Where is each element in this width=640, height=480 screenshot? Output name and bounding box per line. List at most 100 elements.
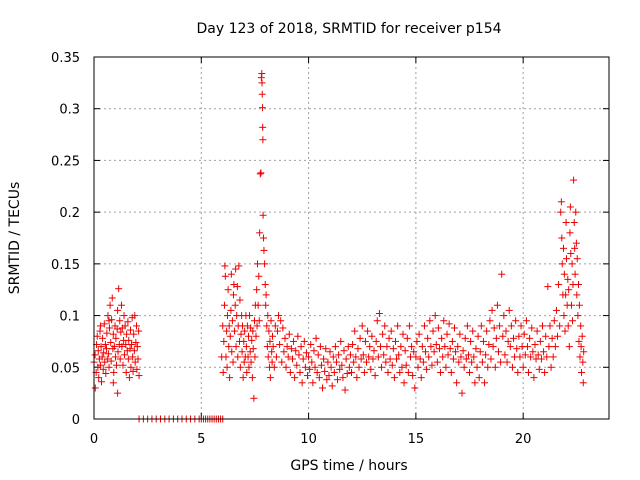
data-point — [448, 337, 456, 345]
data-point — [442, 363, 450, 371]
data-point — [286, 368, 294, 376]
data-point — [346, 351, 354, 359]
data-point — [341, 386, 349, 394]
data-point — [232, 265, 240, 273]
data-point — [401, 347, 409, 355]
data-point — [315, 374, 323, 382]
data-point — [223, 363, 231, 371]
data-point — [238, 348, 246, 356]
data-point — [489, 343, 497, 351]
data-point — [259, 136, 267, 144]
data-point — [313, 368, 321, 376]
data-point — [380, 351, 388, 359]
data-point — [102, 369, 110, 377]
data-point — [275, 312, 283, 320]
data-point — [375, 310, 383, 318]
data-point — [557, 208, 565, 216]
data-point — [414, 363, 422, 371]
data-point — [124, 355, 132, 363]
data-point — [123, 330, 131, 338]
data-point — [490, 324, 498, 332]
data-point — [370, 347, 378, 355]
data-point — [520, 330, 528, 338]
data-point — [517, 322, 525, 330]
data-point — [360, 368, 368, 376]
data-point — [379, 330, 387, 338]
data-point — [393, 355, 401, 363]
data-point — [222, 353, 230, 361]
data-point — [557, 198, 565, 206]
data-point — [564, 322, 572, 330]
data-point — [107, 357, 115, 365]
data-point — [240, 358, 248, 366]
data-point — [504, 337, 512, 345]
data-point — [561, 327, 569, 335]
data-point — [258, 70, 266, 78]
data-point — [474, 332, 482, 340]
data-point — [124, 318, 132, 326]
data-point — [458, 389, 466, 397]
data-point — [580, 348, 588, 356]
data-point — [314, 351, 322, 359]
data-point — [514, 368, 522, 376]
data-point — [372, 337, 380, 345]
data-point — [344, 343, 352, 351]
data-point — [114, 306, 122, 314]
data-point — [420, 322, 428, 330]
data-point — [268, 358, 276, 366]
data-point — [445, 320, 453, 328]
data-point — [117, 328, 125, 336]
data-point — [378, 363, 386, 371]
data-point — [97, 343, 105, 351]
data-point — [252, 332, 260, 340]
data-point — [560, 270, 568, 278]
data-point — [411, 384, 419, 392]
data-point — [269, 332, 277, 340]
data-point — [383, 343, 391, 351]
data-point — [116, 355, 124, 363]
data-point — [221, 272, 229, 280]
grid — [94, 57, 609, 419]
y-tick-label: 0.1 — [59, 310, 80, 325]
data-point — [223, 312, 231, 320]
data-point — [105, 350, 113, 358]
data-point — [488, 306, 496, 314]
data-point — [277, 317, 285, 325]
data-point — [537, 355, 545, 363]
data-point — [312, 334, 320, 342]
y-tick-label: 0.2 — [59, 206, 80, 221]
data-point — [541, 368, 549, 376]
data-point — [542, 332, 550, 340]
data-point — [418, 343, 426, 351]
data-point — [502, 327, 510, 335]
data-point — [320, 355, 328, 363]
data-point — [376, 343, 384, 351]
data-point — [343, 369, 351, 377]
data-point — [426, 317, 434, 325]
data-point — [388, 361, 396, 369]
data-point — [227, 306, 235, 314]
data-point — [119, 361, 127, 369]
data-point — [256, 229, 264, 237]
data-point — [248, 374, 256, 382]
data-point — [96, 361, 104, 369]
data-point — [351, 327, 359, 335]
data-point — [335, 351, 343, 359]
data-point — [264, 353, 272, 361]
data-point — [355, 363, 363, 371]
data-point — [220, 301, 228, 309]
data-point — [258, 104, 266, 112]
data-point — [336, 365, 344, 373]
data-point — [385, 334, 393, 342]
data-point — [464, 351, 472, 359]
data-point — [243, 368, 251, 376]
data-point — [267, 317, 275, 325]
data-point — [330, 368, 338, 376]
data-point — [533, 327, 541, 335]
data-point — [279, 324, 287, 332]
data-point — [545, 343, 553, 351]
data-point — [100, 349, 108, 357]
data-point — [444, 351, 452, 359]
data-point — [483, 327, 491, 335]
data-point — [254, 301, 262, 309]
